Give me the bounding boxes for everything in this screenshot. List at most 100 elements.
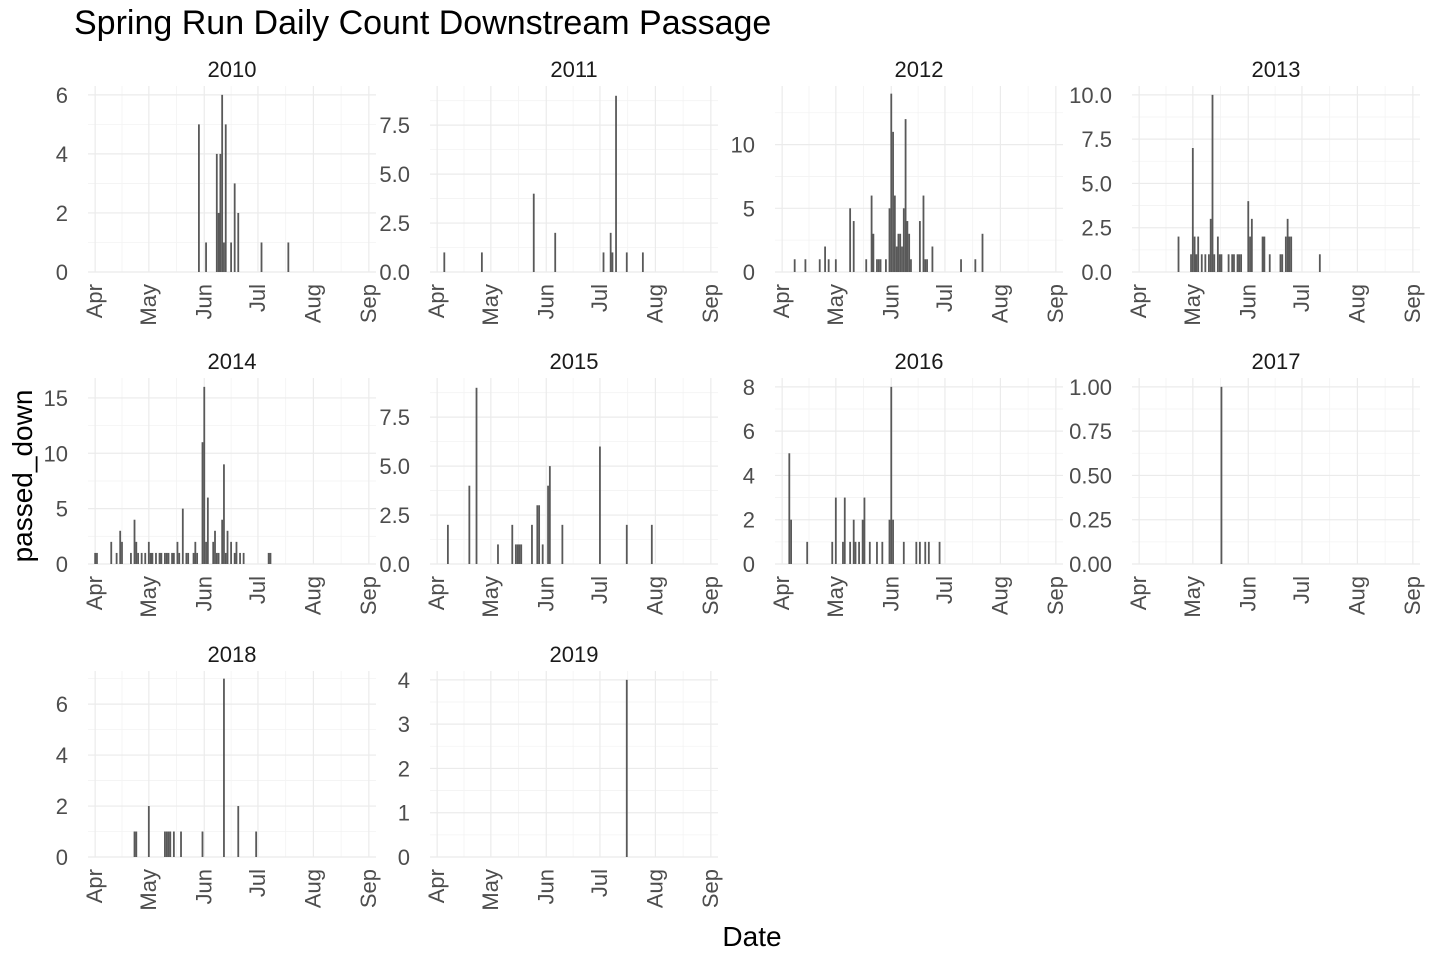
panel-grid (1132, 86, 1420, 273)
bar (863, 497, 866, 564)
bar-series (133, 678, 258, 857)
y-tick-label: 7.5 (379, 113, 410, 138)
bar (1263, 236, 1266, 272)
x-tick-label: Sep (356, 284, 381, 323)
facet-strip-label: 2016 (895, 349, 944, 374)
bar (831, 541, 834, 564)
bar (185, 552, 188, 564)
bar (135, 831, 138, 857)
bar (1250, 218, 1253, 272)
bar (861, 519, 864, 564)
panel-grid (430, 378, 718, 565)
y-tick-label: 2.5 (379, 503, 410, 528)
bar (520, 544, 523, 564)
x-tick-label: Sep (356, 576, 381, 615)
bar (172, 831, 175, 857)
x-tick-label: Sep (1043, 284, 1068, 323)
x-tick-label: Jul (932, 284, 957, 312)
x-tick-label: Sep (698, 576, 723, 615)
y-tick-label: 15 (44, 386, 68, 411)
bar (926, 259, 928, 272)
bar (1191, 148, 1194, 272)
y-tick-label: 6 (743, 419, 755, 444)
bar-series (788, 386, 941, 564)
x-tick-label: Jun (1235, 576, 1260, 611)
x-axis-title: Date (722, 921, 781, 952)
x-tick-label: Aug (642, 576, 667, 615)
bar (918, 221, 921, 272)
y-tick-label: 0.50 (1069, 463, 1112, 488)
bar (1197, 236, 1200, 272)
y-tick-label: 7.5 (1081, 127, 1112, 152)
bar (468, 485, 471, 564)
bar (198, 124, 200, 272)
bar (852, 221, 855, 272)
y-tick-label: 0.00 (1069, 552, 1112, 577)
bar (212, 541, 215, 564)
bar-series (793, 93, 984, 273)
bar (1211, 94, 1214, 272)
bar (1195, 254, 1198, 272)
x-tick-label: Sep (698, 869, 723, 908)
facet-strip-label: 2018 (208, 642, 257, 667)
bar (255, 831, 258, 857)
bar (223, 242, 225, 272)
y-tick-label: 10 (731, 133, 755, 158)
bar (167, 831, 170, 857)
bar (144, 552, 147, 564)
panel-grid (88, 671, 376, 858)
bar (599, 446, 601, 564)
bar (548, 466, 551, 564)
bar (518, 544, 521, 564)
y-tick-label: 0.0 (1081, 260, 1112, 285)
bar (888, 519, 891, 564)
bar (140, 552, 143, 564)
bar (133, 519, 136, 564)
bar (876, 259, 878, 272)
x-tick-label: Apr (1126, 576, 1151, 610)
bar (164, 831, 166, 857)
x-tick-label: Jul (932, 576, 957, 604)
bar-series (1177, 94, 1321, 272)
bar (443, 252, 446, 272)
bar (221, 94, 224, 272)
bar (237, 806, 240, 857)
bar (924, 541, 927, 564)
bar (219, 153, 222, 272)
y-tick-label: 0.0 (379, 260, 410, 285)
bar (172, 552, 175, 564)
bar (888, 208, 891, 272)
bar (890, 93, 893, 273)
y-tick-label: 4 (398, 668, 410, 693)
bar (931, 246, 934, 272)
facet-strip-label: 2014 (208, 349, 257, 374)
bar (879, 259, 882, 272)
bar (203, 386, 206, 564)
bar (790, 519, 792, 564)
bar (877, 259, 880, 272)
bar (974, 259, 977, 272)
bar (1318, 254, 1321, 272)
x-tick-label: Jul (1289, 576, 1314, 604)
bar (147, 806, 150, 857)
y-tick-label: 2 (743, 508, 755, 533)
x-tick-label: Aug (1344, 576, 1369, 615)
x-tick-label: Jun (533, 576, 558, 611)
bar-series (94, 386, 272, 564)
bar (1290, 236, 1293, 272)
facet-panel-2013: Apr May Jun Jul Aug Sep 0.0 2.5 5.0 7.5 10.0 2013 (1069, 57, 1425, 326)
x-tick-label: May (1180, 576, 1205, 618)
bar (1236, 254, 1239, 272)
panel-grid (1132, 378, 1420, 565)
bar (171, 552, 173, 564)
bar (890, 386, 893, 564)
x-tick-label: Apr (769, 576, 794, 610)
bar (260, 242, 263, 272)
x-tick-label: Jun (191, 576, 216, 611)
bar (217, 552, 220, 564)
bar (475, 387, 478, 564)
bar (1268, 254, 1271, 272)
facet-panel-2016: Apr May Jun Jul Aug Sep 0 2 4 6 8 2016 (743, 349, 1068, 618)
bar (625, 252, 628, 272)
